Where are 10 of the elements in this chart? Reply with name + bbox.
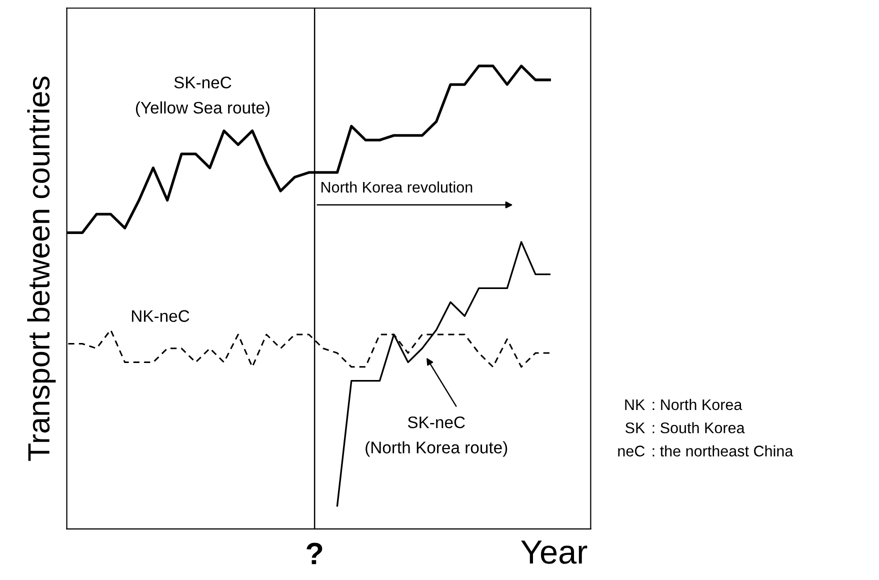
annotation: North Korea revolution (322, 181, 472, 193)
text: NK : North Korea (625, 398, 742, 410)
text: neC : the northeast China (618, 445, 794, 456)
series-label: SK-neC (Yellow Sea route) (136, 76, 270, 117)
text: SK : South Korea (626, 422, 745, 434)
x-axis-title: Year (521, 540, 588, 564)
series-label: NK-neC (132, 310, 190, 322)
series-label: SK-neC (North Korea route) (366, 416, 508, 457)
text: ? (306, 542, 322, 564)
y-axis-title: Transport between countries (27, 76, 56, 461)
